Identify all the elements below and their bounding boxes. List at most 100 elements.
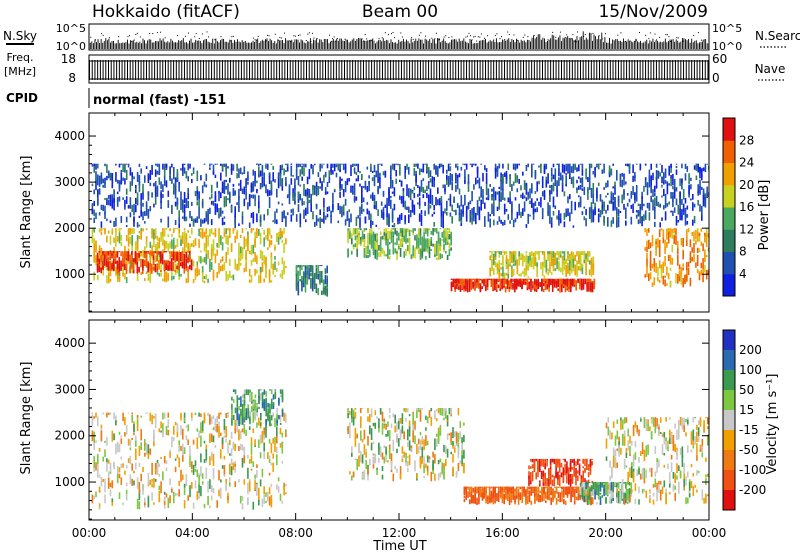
data-cell: [536, 267, 538, 276]
data-cell: [365, 452, 367, 458]
data-cell: [598, 183, 600, 186]
data-cell: [303, 265, 305, 267]
data-cell: [282, 389, 284, 396]
data-cell: [556, 185, 558, 190]
data-cell: [565, 259, 567, 264]
data-cell: [543, 279, 545, 282]
data-cell: [668, 202, 670, 205]
data-cell: [151, 421, 153, 424]
data-cell: [354, 183, 356, 195]
data-cell: [233, 415, 235, 420]
data-cell: [251, 443, 253, 455]
data-cell: [535, 201, 537, 206]
data-cell: [584, 251, 586, 255]
data-cell: [436, 251, 438, 256]
data-cell: [528, 279, 530, 280]
data-cell: [138, 267, 140, 271]
power-colorbar-segment: [723, 140, 735, 163]
nsky-tick-hi: 10^5: [56, 22, 86, 35]
cpid-value: normal (fast) -151: [93, 93, 226, 108]
data-cell: [224, 222, 226, 225]
data-cell: [362, 408, 364, 409]
data-cell: [229, 271, 231, 278]
data-cell: [536, 181, 538, 191]
data-cell: [142, 184, 144, 193]
data-cell: [262, 183, 264, 187]
freq-unit-label: [MHz]: [4, 65, 36, 78]
data-cell: [113, 199, 115, 211]
data-cell: [648, 240, 650, 249]
data-cell: [148, 175, 150, 181]
data-cell: [168, 200, 170, 208]
data-cell: [104, 479, 106, 485]
data-cell: [569, 259, 571, 271]
data-cell: [663, 189, 665, 196]
data-cell: [186, 171, 188, 178]
data-cell: [453, 281, 455, 287]
data-cell: [133, 471, 135, 473]
data-cell: [176, 266, 178, 270]
data-cell: [97, 264, 99, 273]
data-cell: [112, 228, 114, 231]
data-cell: [526, 197, 528, 201]
data-cell: [104, 266, 106, 268]
data-cell: [532, 286, 534, 288]
data-cell: [520, 195, 522, 198]
data-cell: [160, 219, 162, 223]
data-cell: [513, 269, 515, 276]
data-cell: [582, 164, 584, 171]
data-cell: [504, 204, 506, 215]
data-cell: [659, 222, 661, 227]
data-cell: [260, 171, 262, 177]
data-cell: [457, 164, 459, 165]
data-cell: [580, 185, 582, 190]
data-cell: [549, 262, 551, 265]
data-cell: [576, 167, 578, 171]
data-cell: [99, 228, 101, 232]
data-cell: [237, 408, 239, 410]
data-cell: [665, 180, 667, 184]
data-cell: [159, 428, 161, 432]
data-cell: [564, 191, 566, 196]
data-cell: [676, 170, 678, 175]
data-cell: [405, 239, 407, 242]
data-cell: [412, 200, 414, 207]
data-cell: [316, 215, 318, 226]
data-cell: [399, 215, 401, 222]
data-cell: [341, 164, 343, 165]
data-cell: [126, 189, 128, 195]
data-cell: [282, 270, 284, 275]
data-cell: [683, 189, 685, 200]
data-cell: [99, 506, 101, 508]
data-cell: [451, 174, 453, 181]
nsearch-dot: [278, 40, 279, 41]
data-cell: [403, 228, 405, 235]
data-cell: [137, 253, 139, 262]
data-cell: [104, 449, 106, 457]
data-cell: [186, 233, 188, 242]
data-cell: [685, 214, 687, 225]
data-cell: [574, 164, 576, 170]
data-cell: [272, 463, 274, 472]
data-cell: [175, 202, 177, 207]
data-cell: [387, 460, 389, 462]
nsearch-dot: [703, 40, 704, 41]
data-cell: [139, 231, 141, 233]
data-cell: [236, 421, 238, 433]
data-cell: [598, 208, 600, 212]
data-cell: [347, 413, 349, 419]
data-cell: [555, 206, 557, 210]
data-cell: [276, 454, 278, 465]
data-cell: [650, 164, 652, 170]
data-cell: [701, 206, 703, 215]
data-cell: [697, 184, 699, 196]
nsearch-dot: [281, 37, 282, 38]
data-cell: [180, 168, 182, 170]
data-cell: [99, 448, 101, 452]
data-cell: [157, 236, 159, 241]
data-cell: [253, 170, 255, 176]
data-cell: [580, 164, 582, 165]
data-cell: [202, 421, 204, 431]
data-cell: [191, 418, 193, 421]
data-cell: [536, 207, 538, 212]
